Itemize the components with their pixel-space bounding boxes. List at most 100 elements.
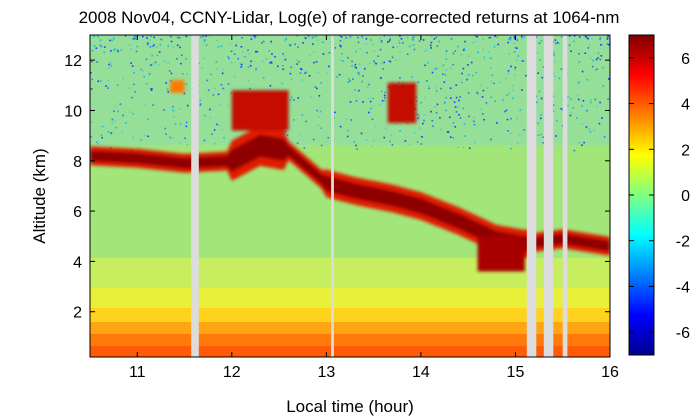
- noise-point: [523, 129, 525, 131]
- noise-point: [542, 66, 545, 68]
- noise-point: [408, 45, 411, 48]
- noise-point: [125, 122, 127, 124]
- noise-point: [416, 141, 419, 143]
- noise-point: [204, 114, 206, 117]
- noise-point: [100, 45, 103, 48]
- noise-point: [490, 57, 493, 59]
- noise-point: [433, 67, 436, 70]
- colorbar: 6 4 2 0 -2 -4 -6: [628, 34, 690, 356]
- noise-point: [222, 87, 225, 90]
- noise-point: [355, 100, 358, 102]
- noise-point: [201, 67, 203, 69]
- noise-point: [293, 99, 295, 101]
- noise-point: [170, 40, 173, 43]
- noise-point: [463, 47, 465, 50]
- noise-point: [366, 86, 369, 88]
- noise-point: [430, 35, 433, 38]
- noise-point: [352, 78, 354, 80]
- data-gap: [543, 35, 554, 357]
- noise-point: [168, 70, 171, 72]
- noise-point: [311, 37, 314, 39]
- noise-point: [568, 44, 571, 46]
- noise-point: [399, 51, 401, 53]
- noise-point: [199, 103, 202, 105]
- noise-point: [299, 67, 302, 70]
- noise-point: [413, 36, 415, 38]
- noise-point: [421, 136, 423, 138]
- noise-point: [148, 73, 151, 75]
- noise-point: [454, 126, 457, 128]
- noise-point: [145, 82, 148, 85]
- noise-point: [90, 135, 92, 138]
- noise-point: [597, 52, 600, 55]
- noise-point: [552, 110, 555, 112]
- noise-point: [600, 43, 603, 46]
- noise-point: [95, 141, 98, 143]
- noise-point: [560, 68, 563, 70]
- noise-point: [340, 52, 343, 55]
- noise-point: [417, 81, 420, 84]
- noise-point: [581, 70, 584, 73]
- plot-area: [90, 35, 610, 357]
- noise-point: [428, 87, 430, 90]
- noise-point: [136, 45, 138, 48]
- noise-point: [295, 59, 298, 61]
- noise-point: [345, 118, 348, 120]
- noise-point: [285, 38, 287, 41]
- noise-point: [179, 123, 182, 125]
- noise-point: [398, 42, 401, 44]
- noise-point: [602, 66, 604, 69]
- noise-point: [303, 147, 306, 149]
- noise-point: [430, 47, 432, 49]
- noise-point: [570, 111, 573, 114]
- noise-point: [355, 67, 357, 69]
- noise-point: [320, 82, 322, 84]
- noise-point: [164, 127, 167, 130]
- noise-point: [250, 38, 253, 41]
- noise-point: [349, 35, 352, 38]
- noise-point: [321, 41, 323, 43]
- noise-point: [516, 37, 518, 40]
- noise-point: [185, 125, 188, 128]
- noise-point: [209, 108, 211, 111]
- noise-point: [506, 118, 509, 121]
- noise-point: [152, 45, 154, 47]
- noise-point: [283, 55, 286, 57]
- noise-point: [468, 147, 471, 149]
- plot-frame: [89, 34, 611, 358]
- noise-point: [347, 81, 349, 83]
- noise-point: [607, 35, 609, 38]
- noise-point: [578, 142, 581, 144]
- noise-point: [431, 71, 434, 74]
- noise-point: [289, 99, 292, 101]
- noise-point: [205, 44, 208, 46]
- noise-point: [427, 62, 429, 64]
- noise-point: [399, 35, 401, 37]
- noise-point: [157, 64, 160, 66]
- noise-point: [111, 39, 113, 41]
- noise-point: [355, 144, 357, 147]
- noise-point: [596, 105, 598, 108]
- noise-point: [510, 147, 512, 150]
- noise-point: [214, 142, 216, 145]
- noise-point: [586, 78, 589, 81]
- noise-point: [172, 105, 174, 108]
- noise-point: [599, 37, 602, 39]
- noise-point: [147, 118, 149, 121]
- noise-point: [285, 37, 287, 40]
- noise-point: [149, 88, 152, 90]
- noise-point: [305, 120, 307, 123]
- noise-point: [318, 116, 320, 118]
- noise-point: [307, 35, 310, 37]
- colorbar-tick-label: 0: [681, 188, 690, 205]
- noise-point: [110, 64, 113, 67]
- noise-point: [309, 54, 311, 56]
- noise-point: [359, 47, 361, 50]
- noise-point: [384, 91, 386, 94]
- noise-point: [482, 113, 484, 115]
- noise-point: [476, 91, 478, 94]
- noise-point: [525, 74, 527, 77]
- noise-point: [389, 140, 391, 143]
- noise-point: [207, 89, 210, 91]
- noise-point: [124, 35, 127, 37]
